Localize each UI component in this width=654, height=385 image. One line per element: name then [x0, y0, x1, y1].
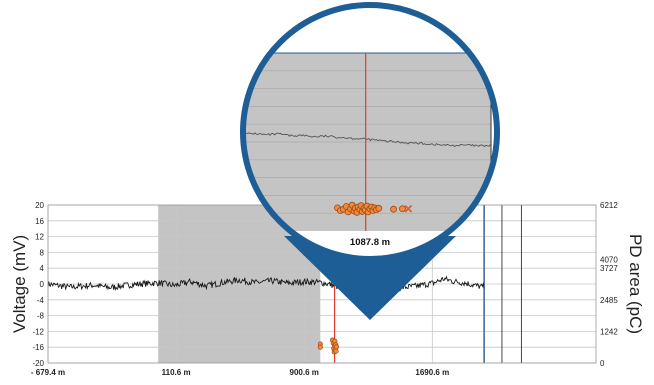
- y2-tick-label: 0: [600, 359, 605, 368]
- y2-tick-label: 6212: [600, 201, 618, 210]
- zoom-x-marker: [404, 204, 413, 213]
- x-tick-label: 900.6 m: [290, 368, 319, 377]
- zoom-pd-point: [390, 205, 397, 213]
- y-axis-ticks: 20 16 12 8 4 0 -4 -8 -12 -16 -20: [32, 201, 44, 368]
- x-tick-label: 110.6 m: [162, 368, 191, 377]
- x-tick-label: - 679.4 m: [31, 368, 65, 377]
- y-tick-label: -20: [32, 359, 44, 368]
- y-tick-label: 12: [35, 233, 44, 242]
- x-tick-label: 1690.6 m: [415, 368, 449, 377]
- zoom-pd-point: [375, 204, 383, 212]
- y-tick-label: 20: [35, 201, 44, 210]
- pd-point: [317, 344, 323, 350]
- y-tick-label: 16: [35, 217, 44, 226]
- zoom-voltage-trace: [243, 132, 491, 148]
- y-tick-label: -4: [37, 296, 45, 305]
- pd-point: [333, 344, 340, 350]
- zoom-pd-point: [399, 205, 406, 213]
- y2-axis-title: PD area (pC): [626, 234, 645, 334]
- y-tick-label: -16: [32, 343, 44, 352]
- vertical-markers: [483, 205, 522, 363]
- x-axis-ticks: - 679.4 m 110.6 m 900.6 m 1690.6 m: [31, 368, 449, 377]
- y-tick-label: -12: [32, 327, 44, 336]
- y2-tick-label: 3727: [600, 264, 618, 273]
- zoom-cursor-label: 1087.8 m: [350, 237, 390, 248]
- y2-tick-label: 1242: [600, 327, 618, 336]
- pd-point: [333, 348, 339, 354]
- zoom-magnifier[interactable]: 1087.8 m: [240, 2, 500, 262]
- zoom-pd-points: [334, 201, 406, 216]
- y-axis-title: Voltage (mV): [10, 235, 29, 333]
- magnifier-pointer: [284, 236, 456, 320]
- y-tick-label: 4: [40, 264, 45, 273]
- y-tick-label: -8: [37, 312, 45, 321]
- y-tick-label: 0: [40, 280, 45, 289]
- y2-tick-label: 2485: [600, 296, 618, 305]
- y2-tick-label: 4070: [600, 255, 618, 264]
- pd-points: [317, 337, 340, 355]
- voltage-trace: [47, 275, 485, 294]
- magnifier-ring: [240, 2, 500, 262]
- y-tick-label: 8: [40, 248, 45, 257]
